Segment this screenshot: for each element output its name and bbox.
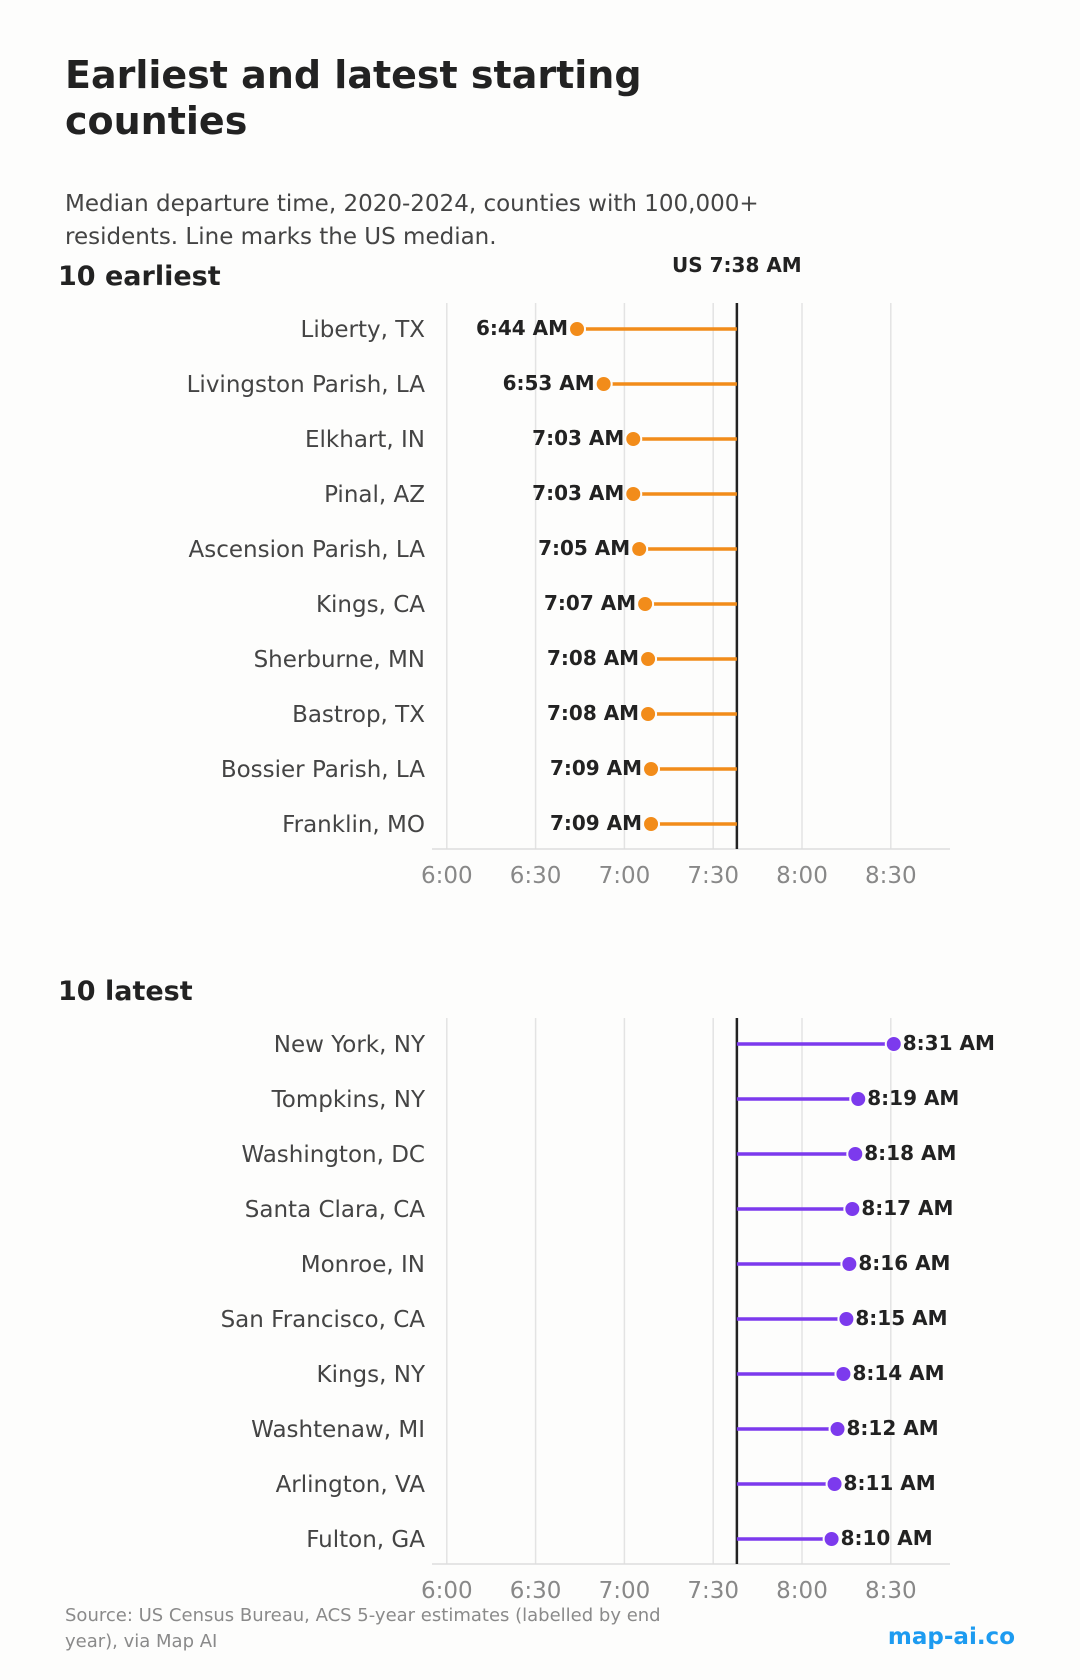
- lollipop-dot: [642, 760, 661, 778]
- category-label: Ascension Parish, LA: [189, 537, 426, 563]
- value-label: 8:19 AM: [867, 1086, 959, 1110]
- lollipop-dot: [825, 1475, 844, 1493]
- lollipop-dot: [630, 540, 649, 558]
- category-label: Washtenaw, MI: [251, 1417, 425, 1443]
- x-tick-label: 7:00: [599, 1578, 651, 1604]
- category-label: Bastrop, TX: [292, 702, 425, 728]
- value-label: 8:16 AM: [858, 1251, 950, 1275]
- x-tick-label: 8:30: [865, 863, 917, 889]
- value-label: 8:11 AM: [844, 1471, 936, 1495]
- x-tick-label: 7:30: [687, 863, 739, 889]
- chart-earliest: 10 earliest 6:00 6:30 7:00 7:30 8:00 8:30 US 7:…: [58, 253, 950, 889]
- page-subtitle: Median departure time, 2020-2024, counti…: [65, 191, 759, 250]
- category-label: Sherburne, MN: [254, 647, 425, 673]
- x-tick-label: 7:30: [687, 1578, 739, 1604]
- x-tick-label: 6:00: [421, 1578, 473, 1604]
- value-label: 7:05 AM: [538, 536, 630, 560]
- lollipop-dot: [834, 1365, 853, 1383]
- panel-title: 10 earliest: [58, 261, 221, 292]
- lollipop-dot: [642, 815, 661, 833]
- chart-latest: 10 latest 6:00 6:30 7:00 7:30 8:00 8:30 New Yor…: [58, 976, 995, 1604]
- lollipop-dot: [624, 485, 643, 503]
- value-label: 7:03 AM: [532, 481, 624, 505]
- value-label: 8:15 AM: [855, 1306, 947, 1330]
- value-label: 6:44 AM: [476, 316, 568, 340]
- lollipop-dot: [849, 1090, 868, 1108]
- category-label: Kings, CA: [316, 592, 425, 618]
- category-label: Franklin, MO: [282, 812, 425, 838]
- brand-link[interactable]: map-ai.co: [887, 1624, 1015, 1650]
- category-label: Monroe, IN: [301, 1252, 425, 1278]
- lollipop-dot: [884, 1035, 903, 1053]
- category-label: Pinal, AZ: [324, 482, 425, 508]
- source-note: Source: US Census Bureau, ACS 5-year est…: [65, 1605, 661, 1652]
- value-label: 6:53 AM: [503, 371, 595, 395]
- value-label: 8:31 AM: [903, 1031, 995, 1055]
- x-tick-label: 6:00: [421, 863, 473, 889]
- x-tick-label: 7:00: [599, 863, 651, 889]
- lollipop-dot: [828, 1420, 847, 1438]
- value-label: 8:18 AM: [864, 1141, 956, 1165]
- lollipop-dot: [639, 705, 658, 723]
- category-label: Arlington, VA: [276, 1472, 426, 1498]
- lollipop-dot: [840, 1255, 859, 1273]
- value-label: 7:08 AM: [547, 646, 639, 670]
- value-label: 7:09 AM: [550, 811, 642, 835]
- category-label: Bossier Parish, LA: [221, 757, 425, 783]
- category-label: Tompkins, NY: [271, 1087, 426, 1113]
- lollipop-dot: [837, 1310, 856, 1328]
- category-label: San Francisco, CA: [221, 1307, 426, 1333]
- value-label: 7:07 AM: [544, 591, 636, 615]
- value-label: 8:17 AM: [861, 1196, 953, 1220]
- x-tick-label: 8:00: [776, 863, 828, 889]
- lollipop-dot: [846, 1145, 865, 1163]
- category-label: Fulton, GA: [306, 1527, 425, 1553]
- x-tick-label: 6:30: [510, 863, 562, 889]
- lollipop-dot: [639, 650, 658, 668]
- lollipop-dot: [636, 595, 655, 613]
- category-label: New York, NY: [274, 1032, 426, 1058]
- value-label: 7:08 AM: [547, 701, 639, 725]
- value-label: 8:14 AM: [852, 1361, 944, 1385]
- panel-title: 10 latest: [58, 976, 193, 1007]
- lollipop-dot: [822, 1530, 841, 1548]
- lollipop-dot: [568, 320, 587, 338]
- value-label: 7:03 AM: [532, 426, 624, 450]
- page-title: Earliest and latest starting counties: [65, 53, 642, 143]
- category-label: Livingston Parish, LA: [187, 372, 426, 398]
- value-label: 8:12 AM: [847, 1416, 939, 1440]
- category-label: Kings, NY: [316, 1362, 425, 1388]
- x-tick-label: 8:30: [865, 1578, 917, 1604]
- category-label: Santa Clara, CA: [245, 1197, 425, 1223]
- category-label: Liberty, TX: [301, 317, 426, 343]
- reference-label: US 7:38 AM: [672, 253, 802, 277]
- x-tick-label: 6:30: [510, 1578, 562, 1604]
- value-label: 8:10 AM: [841, 1526, 933, 1550]
- category-label: Washington, DC: [241, 1142, 425, 1168]
- category-label: Elkhart, IN: [305, 427, 425, 453]
- lollipop-dot: [843, 1200, 862, 1218]
- x-tick-label: 8:00: [776, 1578, 828, 1604]
- value-label: 7:09 AM: [550, 756, 642, 780]
- lollipop-dot: [624, 430, 643, 448]
- lollipop-dot: [594, 375, 613, 393]
